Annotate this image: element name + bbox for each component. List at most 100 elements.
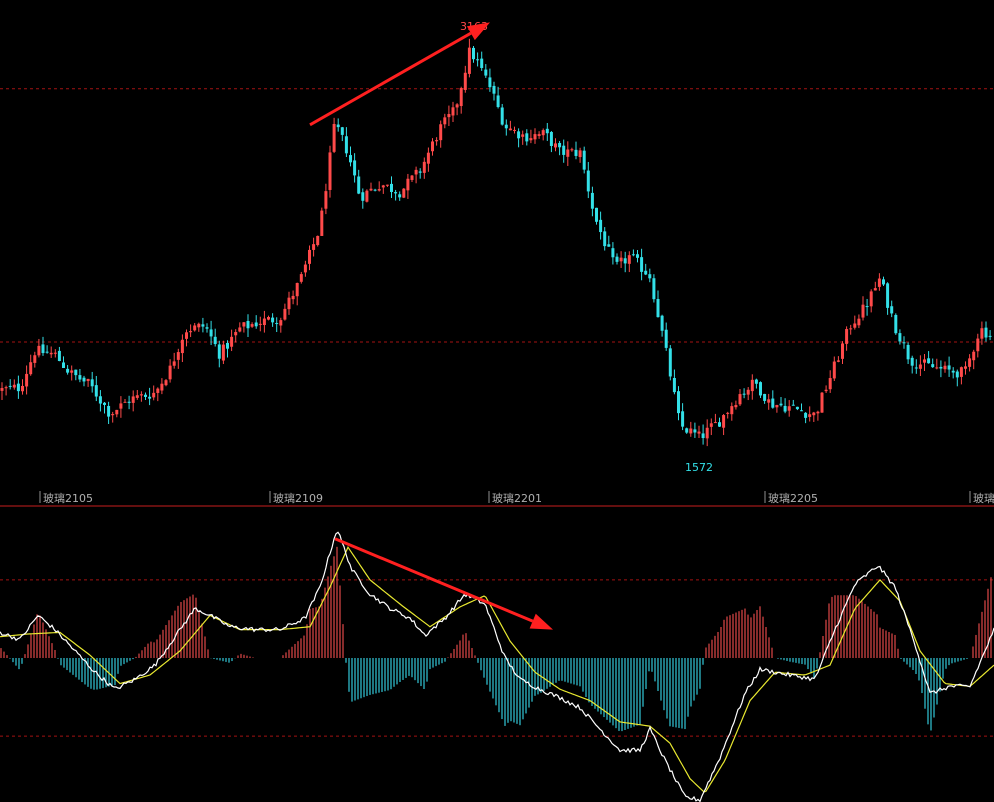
candle-body [800, 410, 803, 412]
candle-body [500, 107, 504, 125]
candle [320, 207, 324, 237]
candle [258, 316, 262, 332]
candle-body [258, 323, 262, 325]
candle-body [390, 183, 393, 192]
candle-body [582, 150, 586, 170]
candle [898, 329, 902, 345]
candle-body [4, 387, 8, 389]
candle-body [328, 152, 332, 190]
candle-body [373, 189, 377, 191]
candle-body [927, 358, 931, 364]
candle [890, 300, 894, 318]
candle-body [291, 295, 295, 300]
candle [435, 137, 439, 146]
candle-body [931, 364, 935, 368]
candle [906, 342, 910, 365]
candle-body [303, 264, 307, 273]
candle [623, 251, 627, 273]
candle-body [467, 47, 471, 74]
candle [463, 65, 467, 93]
candle [451, 101, 455, 123]
candle-body [496, 95, 500, 108]
candle [172, 352, 176, 369]
candle-body [443, 117, 447, 125]
candle [738, 389, 742, 406]
candle [943, 361, 947, 373]
candle-body [53, 352, 57, 354]
candle-body [742, 393, 746, 395]
candle-body [631, 254, 635, 256]
candle [275, 317, 279, 333]
candle-body [172, 361, 176, 366]
candle [49, 346, 53, 358]
candle-body [221, 344, 225, 361]
candle-body [599, 219, 603, 233]
low-price-label: 1572 [685, 461, 713, 474]
candle-body [836, 360, 840, 362]
candle [853, 315, 857, 330]
candle-body [804, 412, 808, 418]
contract-tick-label: 玻璃2105 [43, 491, 93, 505]
candle-body [951, 370, 955, 373]
candle-body [640, 257, 644, 272]
candle [931, 358, 935, 368]
candle [324, 183, 328, 215]
candle [119, 396, 123, 418]
candle [336, 118, 340, 132]
candle-body [82, 377, 86, 382]
candle [361, 188, 365, 209]
candle-body [910, 357, 914, 366]
candle [841, 341, 844, 365]
candle [902, 336, 906, 349]
candle [144, 392, 147, 400]
candle [160, 378, 164, 395]
candle-body [504, 124, 508, 129]
candle [262, 310, 266, 333]
candle-body [295, 282, 299, 297]
candle-body [180, 339, 184, 354]
candle-body [984, 327, 988, 338]
macd-dea-line [0, 545, 994, 793]
candle-body [980, 328, 984, 339]
candle-body [381, 185, 385, 188]
candle-body [123, 401, 127, 403]
candle [414, 166, 418, 184]
candle [709, 418, 713, 436]
candle-body [959, 367, 963, 377]
candle [394, 189, 398, 201]
candle [951, 367, 955, 379]
candle [16, 375, 20, 399]
candle [742, 388, 746, 399]
candle [508, 120, 512, 131]
candle-body [918, 364, 922, 369]
candle-body [939, 366, 943, 369]
candle [422, 157, 426, 179]
candle [672, 369, 676, 395]
candle-body [709, 423, 713, 427]
candle [722, 414, 726, 436]
candle [668, 345, 672, 381]
candle [972, 349, 976, 370]
candle-body [898, 333, 902, 342]
candle-body [968, 358, 972, 367]
candle [861, 296, 865, 321]
candle-body [677, 391, 680, 414]
candle [70, 365, 74, 381]
candle [627, 251, 631, 273]
candle [730, 402, 734, 421]
candle [582, 146, 586, 174]
candle [504, 119, 508, 136]
candle [595, 207, 598, 225]
candle-body [570, 149, 574, 151]
candle-body [513, 129, 516, 131]
candle-body [344, 136, 348, 154]
candle [295, 282, 299, 306]
candle-body [152, 392, 156, 398]
candle [771, 390, 775, 409]
candle-body [418, 171, 422, 173]
candle [344, 127, 348, 158]
candle [98, 390, 102, 412]
candle [590, 186, 594, 217]
candle-body [853, 323, 857, 328]
candle [521, 130, 525, 145]
